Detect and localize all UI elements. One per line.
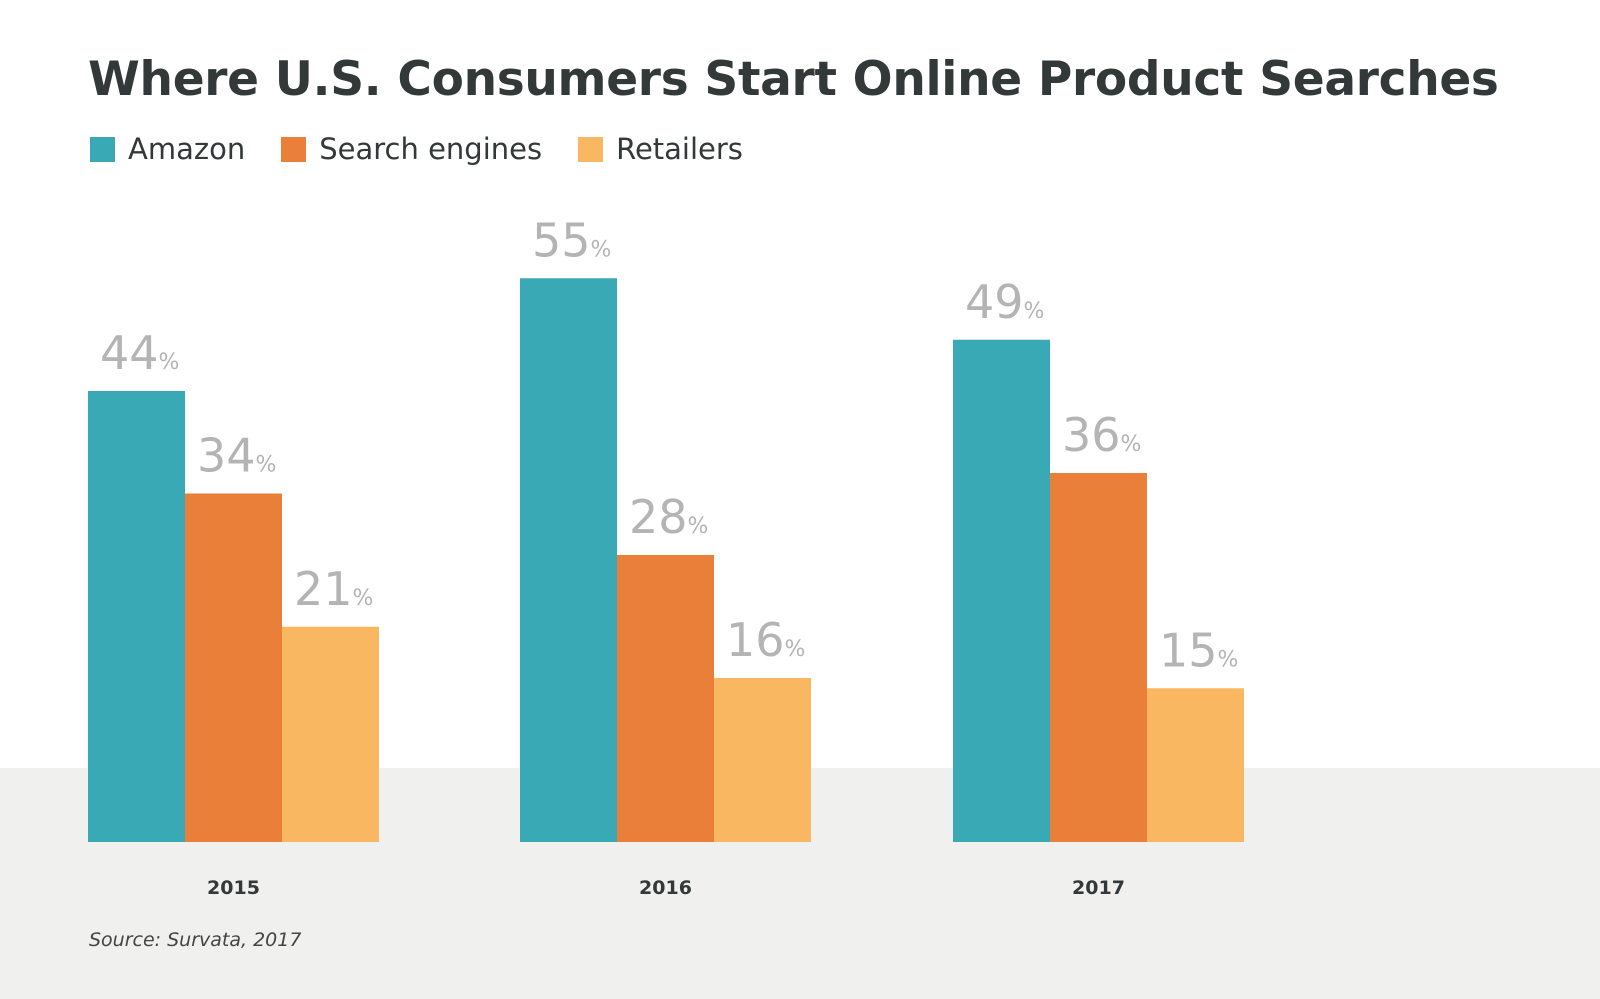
data-label-search-engines-2017: 36% (1062, 408, 1141, 462)
data-label-amazon-2015: 44% (100, 326, 179, 380)
bar-amazon-2016 (520, 278, 617, 842)
data-label-search-engines-2015: 34% (197, 429, 276, 483)
bar-retailers-2016 (714, 678, 811, 842)
legend: Amazon Search engines Retailers (90, 132, 779, 166)
legend-label-retailers: Retailers (616, 132, 743, 166)
data-label-retailers-2015: 21% (294, 562, 373, 616)
bar-retailers-2015 (282, 626, 379, 842)
bar-search-engines-2017 (1050, 473, 1147, 842)
legend-label-amazon: Amazon (128, 132, 246, 166)
legend-swatch-amazon (90, 136, 115, 162)
legend-item-search-engines: Search engines (281, 132, 542, 166)
data-label-amazon-2017: 49% (965, 275, 1044, 329)
legend-item-retailers: Retailers (578, 132, 743, 166)
data-label-retailers-2016: 16% (726, 613, 805, 667)
legend-item-amazon: Amazon (90, 132, 245, 166)
x-tick-label-2017: 2017 (1072, 877, 1125, 899)
legend-swatch-search-engines (281, 136, 307, 162)
data-label-amazon-2016: 55% (532, 213, 611, 267)
x-tick-label-2016: 2016 (639, 877, 692, 899)
chart-title: Where U.S. Consumers Start Online Produc… (88, 52, 1499, 107)
data-label-search-engines-2016: 28% (629, 490, 708, 544)
data-label-retailers-2017: 15% (1159, 623, 1238, 677)
x-tick-label-2015: 2015 (207, 877, 260, 899)
bar-retailers-2017 (1147, 688, 1244, 842)
bar-search-engines-2015 (185, 493, 282, 842)
legend-label-search-engines: Search engines (319, 132, 543, 166)
bar-amazon-2017 (953, 339, 1050, 842)
bar-search-engines-2016 (617, 555, 714, 842)
source-note: Source: Survata, 2017 (89, 929, 302, 951)
bar-amazon-2015 (88, 391, 185, 842)
legend-swatch-retailers (578, 136, 604, 162)
